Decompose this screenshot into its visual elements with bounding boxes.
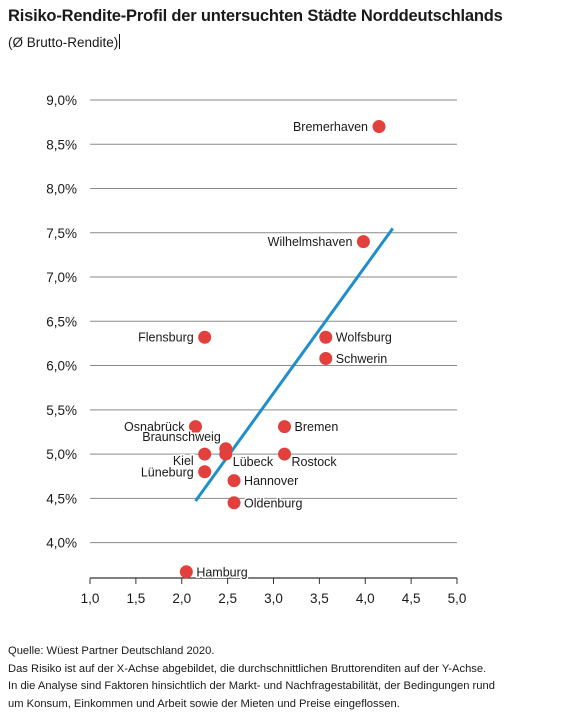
footer-notes: Quelle: Wüest Partner Deutschland 2020. … — [8, 643, 564, 713]
data-point — [278, 447, 292, 461]
y-tick-label: 8,5% — [46, 137, 77, 152]
data-point — [319, 351, 333, 365]
y-tick-label: 4,5% — [46, 491, 77, 506]
footer-line-2: In die Analyse sind Faktoren hinsichtlic… — [8, 680, 495, 692]
point-label: Wolfsburg — [336, 331, 392, 345]
data-point — [219, 447, 233, 461]
point-label: Lübeck — [233, 455, 274, 469]
x-tick-label: 1,0 — [81, 591, 100, 606]
x-tick-label: 1,5 — [126, 591, 145, 606]
subtitle-text: (Ø Brutto-Rendite) — [8, 35, 119, 50]
data-point — [198, 330, 212, 344]
y-tick-label: 4,0% — [46, 536, 77, 551]
chart-title: Risiko-Rendite-Profil der untersuchten S… — [8, 7, 503, 25]
point-label: Wilhelmshaven — [268, 235, 353, 249]
x-tick-label: 3,0 — [264, 591, 283, 606]
data-point — [198, 465, 212, 479]
point-label: Schwerin — [336, 352, 387, 366]
y-tick-label: 5,5% — [46, 403, 77, 418]
point-label: Osnabrück — [124, 420, 185, 434]
data-point — [319, 330, 333, 344]
footer-line-3: um Konsum, Einkommen und Arbeit sowie de… — [8, 697, 400, 710]
y-tick-label: 6,0% — [46, 359, 77, 374]
point-label: Oldenburg — [244, 496, 302, 510]
data-point — [278, 420, 292, 434]
y-tick-label: 6,5% — [46, 314, 77, 329]
point-label: Bremen — [295, 420, 339, 434]
data-point — [227, 474, 241, 488]
x-tick-label: 4,0 — [356, 591, 375, 606]
y-tick-label: 7,5% — [46, 226, 77, 241]
point-label: Hamburg — [196, 565, 247, 579]
footer-source: Quelle: Wüest Partner Deutschland 2020. — [8, 645, 215, 657]
data-point — [356, 235, 370, 249]
data-point — [198, 447, 212, 461]
x-tick-label: 2,0 — [172, 591, 191, 606]
point-label: Hannover — [244, 474, 298, 488]
x-tick-label: 4,5 — [402, 591, 421, 606]
y-tick-label: 5,0% — [46, 447, 77, 462]
scatter-chart: 4,0% 4,5% 5,0% 5,5% 6,0% 6,5% 7,0% 7,5% 8,0% 8,5%… — [46, 93, 467, 606]
data-point — [189, 420, 203, 434]
x-tick-label: 5,0 — [448, 591, 467, 606]
x-tick-label: 3,5 — [310, 591, 329, 606]
data-point — [227, 496, 241, 510]
y-tick-label: 9,0% — [46, 93, 77, 108]
data-point — [372, 120, 386, 134]
footer-line-1: Das Risiko ist auf der X-Achse abgebilde… — [8, 662, 487, 675]
point-label: Flensburg — [138, 331, 194, 345]
y-tick-label: 8,0% — [46, 182, 77, 197]
text-cursor — [119, 34, 121, 49]
point-label: Lüneburg — [141, 465, 194, 479]
x-tick-label: 2,5 — [218, 591, 237, 606]
chart-subtitle: (Ø Brutto-Rendite) — [8, 34, 121, 50]
point-label: Kiel — [173, 454, 194, 468]
point-label: Braunschweig — [142, 430, 221, 444]
point-label: Rostock — [292, 455, 338, 469]
point-label: Bremerhaven — [293, 120, 368, 134]
data-point — [179, 565, 193, 579]
y-tick-label: 7,0% — [46, 270, 77, 285]
